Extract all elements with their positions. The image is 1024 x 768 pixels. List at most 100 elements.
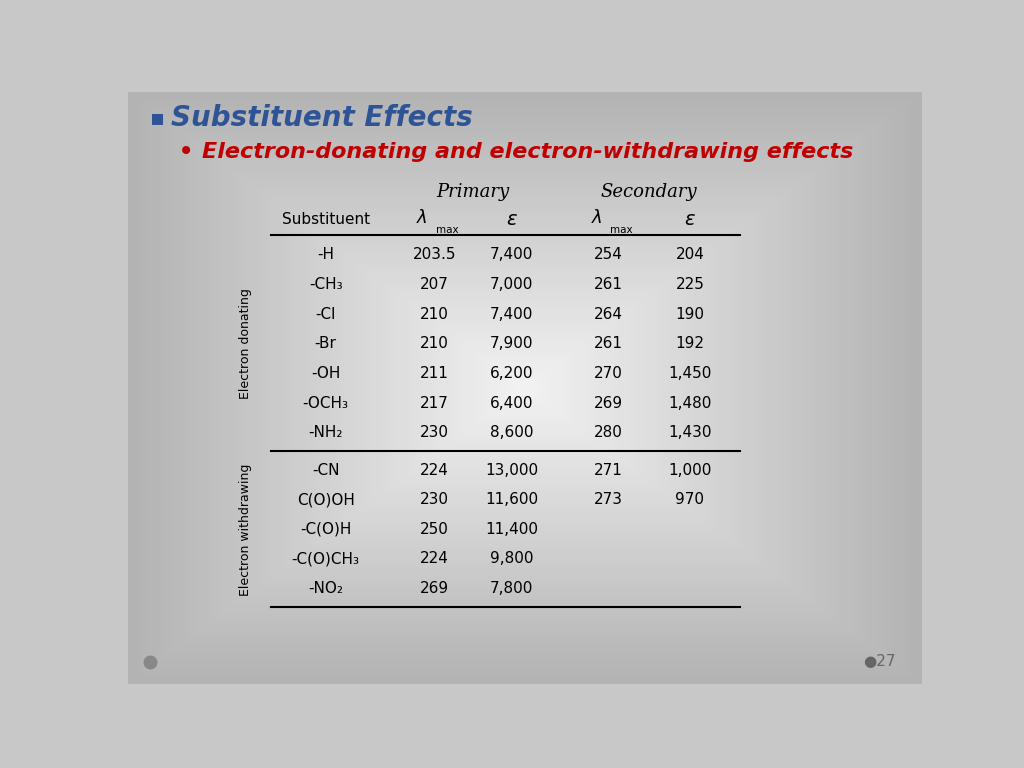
FancyBboxPatch shape (351, 259, 698, 517)
FancyBboxPatch shape (232, 170, 817, 606)
Text: 211: 211 (420, 366, 449, 381)
FancyBboxPatch shape (187, 137, 862, 639)
Text: -OCH₃: -OCH₃ (303, 396, 348, 411)
FancyBboxPatch shape (416, 306, 634, 469)
FancyBboxPatch shape (316, 233, 733, 543)
Text: $\varepsilon$: $\varepsilon$ (506, 210, 517, 230)
Text: Substituent Effects: Substituent Effects (171, 104, 472, 131)
Text: 230: 230 (420, 492, 449, 507)
Text: 230: 230 (420, 425, 449, 440)
Text: 203.5: 203.5 (413, 247, 456, 263)
Text: 1,480: 1,480 (669, 396, 712, 411)
Text: $\lambda$: $\lambda$ (417, 210, 428, 227)
FancyBboxPatch shape (435, 321, 614, 455)
Text: -OH: -OH (311, 366, 340, 381)
Text: 280: 280 (594, 425, 623, 440)
FancyBboxPatch shape (400, 296, 649, 480)
FancyBboxPatch shape (411, 303, 639, 473)
FancyBboxPatch shape (153, 111, 897, 665)
Text: 7,000: 7,000 (489, 277, 534, 292)
Text: -Br: -Br (314, 336, 337, 351)
FancyBboxPatch shape (461, 339, 589, 436)
Text: 7,400: 7,400 (489, 247, 534, 263)
Text: 6,400: 6,400 (489, 396, 534, 411)
Text: 11,600: 11,600 (485, 492, 539, 507)
FancyBboxPatch shape (271, 200, 778, 576)
FancyBboxPatch shape (376, 277, 674, 498)
FancyBboxPatch shape (267, 196, 782, 580)
FancyBboxPatch shape (173, 125, 877, 650)
Text: Secondary: Secondary (601, 184, 697, 201)
FancyBboxPatch shape (282, 207, 768, 569)
FancyBboxPatch shape (361, 266, 688, 510)
FancyBboxPatch shape (515, 380, 535, 396)
Text: max: max (610, 224, 633, 234)
Text: -C(O)CH₃: -C(O)CH₃ (292, 551, 359, 567)
FancyBboxPatch shape (500, 369, 550, 406)
FancyBboxPatch shape (143, 103, 906, 673)
Text: Electron donating: Electron donating (240, 288, 252, 399)
Text: -NO₂: -NO₂ (308, 581, 343, 596)
Text: 204: 204 (676, 247, 705, 263)
FancyBboxPatch shape (138, 100, 911, 676)
Text: 261: 261 (594, 336, 623, 351)
FancyBboxPatch shape (371, 273, 679, 502)
FancyBboxPatch shape (426, 314, 624, 462)
Text: 273: 273 (594, 492, 623, 507)
Text: max: max (435, 224, 459, 234)
FancyBboxPatch shape (327, 240, 723, 536)
FancyBboxPatch shape (292, 214, 758, 561)
Text: 269: 269 (594, 396, 623, 411)
FancyBboxPatch shape (451, 333, 599, 443)
FancyBboxPatch shape (322, 237, 728, 539)
FancyBboxPatch shape (128, 92, 922, 684)
Text: 190: 190 (676, 306, 705, 322)
Text: 217: 217 (420, 396, 449, 411)
Text: 7,900: 7,900 (489, 336, 534, 351)
FancyBboxPatch shape (505, 373, 545, 402)
FancyBboxPatch shape (332, 243, 718, 532)
Text: 9,800: 9,800 (489, 551, 534, 567)
Text: 250: 250 (420, 521, 449, 537)
FancyBboxPatch shape (182, 133, 867, 643)
FancyBboxPatch shape (297, 218, 753, 558)
Text: -NH₂: -NH₂ (308, 425, 343, 440)
FancyBboxPatch shape (445, 329, 604, 447)
Text: 13,000: 13,000 (485, 462, 539, 478)
FancyBboxPatch shape (198, 144, 852, 632)
Text: C(O)OH: C(O)OH (297, 492, 354, 507)
Text: -H: -H (317, 247, 334, 263)
Text: 8,600: 8,600 (489, 425, 534, 440)
Text: 271: 271 (594, 462, 623, 478)
Text: 261: 261 (594, 277, 623, 292)
Text: 270: 270 (594, 366, 623, 381)
Text: Substituent: Substituent (282, 213, 370, 227)
FancyBboxPatch shape (421, 310, 629, 465)
Text: $\varepsilon$: $\varepsilon$ (684, 210, 695, 230)
FancyBboxPatch shape (163, 118, 887, 657)
FancyBboxPatch shape (356, 262, 693, 514)
FancyBboxPatch shape (386, 284, 664, 492)
FancyBboxPatch shape (381, 280, 669, 495)
Text: Electron-donating and electron-withdrawing effects: Electron-donating and electron-withdrawi… (202, 142, 853, 162)
FancyBboxPatch shape (311, 229, 738, 547)
Text: 192: 192 (676, 336, 705, 351)
FancyBboxPatch shape (147, 107, 902, 669)
Text: 224: 224 (420, 462, 449, 478)
FancyBboxPatch shape (212, 155, 838, 621)
FancyBboxPatch shape (485, 358, 564, 418)
Text: 269: 269 (420, 581, 449, 596)
Text: $\lambda$: $\lambda$ (591, 210, 602, 227)
FancyBboxPatch shape (217, 159, 833, 617)
Text: 1,430: 1,430 (668, 425, 712, 440)
Text: Electron withdrawing: Electron withdrawing (240, 463, 252, 595)
Text: •: • (178, 138, 195, 166)
FancyBboxPatch shape (456, 336, 594, 439)
FancyBboxPatch shape (238, 174, 812, 602)
FancyBboxPatch shape (203, 147, 847, 628)
Text: 210: 210 (420, 336, 449, 351)
Text: 1,450: 1,450 (669, 366, 712, 381)
FancyBboxPatch shape (306, 225, 743, 551)
FancyBboxPatch shape (287, 210, 763, 565)
FancyBboxPatch shape (341, 251, 709, 525)
